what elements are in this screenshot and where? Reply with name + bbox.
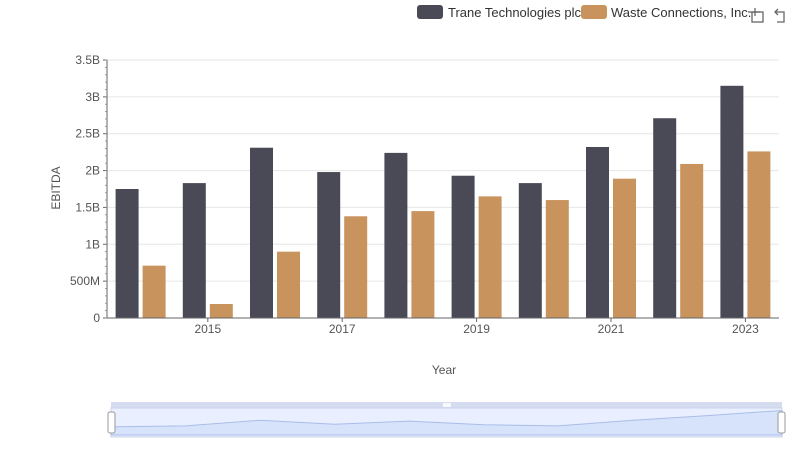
bar-waste-connections-2017[interactable] xyxy=(344,216,368,318)
bar-waste-connections-2016[interactable] xyxy=(277,251,300,318)
legend-item-waste-connections[interactable]: Waste Connections, Inc. xyxy=(581,5,751,20)
axes xyxy=(106,60,779,319)
slider-area xyxy=(110,409,783,436)
grid-lines xyxy=(107,59,779,319)
y-axis-title: EBITDA xyxy=(49,166,63,209)
y-tick-label: 3B xyxy=(85,90,100,104)
bar-waste-connections-2019[interactable] xyxy=(478,196,502,318)
slider-left-handle[interactable] xyxy=(107,411,116,434)
y-tick-label: 1B xyxy=(85,237,100,251)
x-tick-label: 2015 xyxy=(194,322,221,336)
bar-waste-connections-2022[interactable] xyxy=(680,163,704,318)
y-tick-label: 500M xyxy=(70,274,100,288)
legend-label-waste-connections: Waste Connections, Inc. xyxy=(611,5,751,20)
bar-trane-2021[interactable] xyxy=(586,146,609,318)
legend-item-trane[interactable]: Trane Technologies plc xyxy=(417,5,581,20)
bar-trane-2020[interactable] xyxy=(518,183,542,318)
bar-trane-2014[interactable] xyxy=(115,189,139,318)
bar-trane-2022[interactable] xyxy=(653,118,677,318)
bars xyxy=(115,85,771,318)
crosshair-zoom-icon[interactable] xyxy=(748,8,764,23)
bar-trane-2018[interactable] xyxy=(384,152,408,318)
legend: Trane Technologies plc Waste Connections… xyxy=(417,5,751,20)
overview-slider[interactable] xyxy=(107,402,786,438)
legend-swatch-trane xyxy=(417,5,443,19)
bar-trane-2015[interactable] xyxy=(182,183,206,318)
reset-zoom-icon[interactable] xyxy=(774,8,785,23)
x-axis-ticks: 2015 2017 2019 2021 2023 xyxy=(194,318,759,336)
y-tick-label: 2.5B xyxy=(75,127,100,141)
y-axis-ticks: 0 500M 1B 1.5B 2B 2.5B 3B 3.5B xyxy=(70,53,107,325)
y-tick-label: 3.5B xyxy=(75,53,100,67)
y-tick-label: 0 xyxy=(93,311,100,325)
y-tick-label: 2B xyxy=(85,164,100,178)
legend-label-trane: Trane Technologies plc xyxy=(448,5,581,20)
bar-trane-2023[interactable] xyxy=(720,85,744,318)
x-tick-label: 2019 xyxy=(463,322,490,336)
legend-swatch-waste-connections xyxy=(581,5,607,19)
bar-waste-connections-2014[interactable] xyxy=(142,265,166,318)
y-tick-label: 1.5B xyxy=(75,200,100,214)
slider-top-grip[interactable] xyxy=(443,403,451,407)
x-tick-label: 2017 xyxy=(329,322,356,336)
bar-waste-connections-2018[interactable] xyxy=(411,211,435,318)
bar-trane-2016[interactable] xyxy=(250,147,273,318)
bar-trane-2019[interactable] xyxy=(451,175,475,318)
x-tick-label: 2021 xyxy=(598,322,625,336)
bar-waste-connections-2023[interactable] xyxy=(747,151,771,318)
bar-waste-connections-2021[interactable] xyxy=(613,178,636,318)
bar-trane-2017[interactable] xyxy=(317,172,341,318)
x-axis-title: Year xyxy=(432,363,456,377)
bar-waste-connections-2015[interactable] xyxy=(209,303,233,318)
slider-right-handle[interactable] xyxy=(777,411,786,434)
bar-waste-connections-2020[interactable] xyxy=(545,200,569,318)
x-tick-label: 2023 xyxy=(732,322,759,336)
